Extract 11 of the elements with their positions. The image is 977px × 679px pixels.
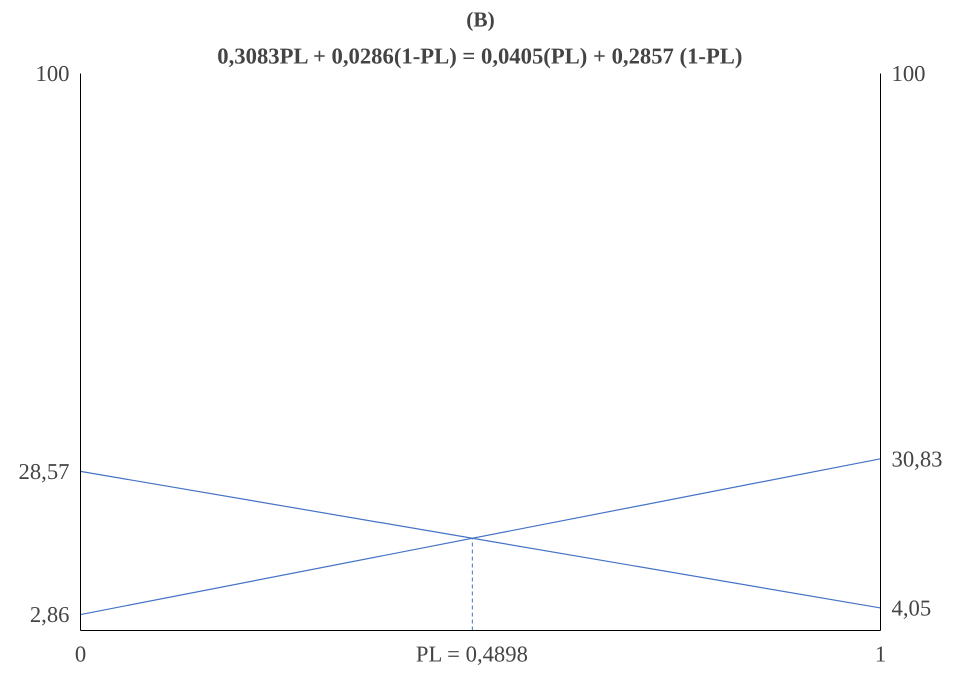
y-tick-label: 2,86 <box>30 602 70 628</box>
x-tick-label: 1 <box>874 642 886 666</box>
y2-tick-label: 4,05 <box>892 595 932 620</box>
x-tick-label: 0 <box>74 642 86 666</box>
chart-subtitle: 0,3083PL + 0,0286(1-PL) = 0,0405(PL) + 0,2857 (1-PL) <box>217 44 742 68</box>
x-tick-label: PL = 0,4898 <box>416 642 528 666</box>
y2-tick-label: 100 <box>892 61 926 86</box>
y2-tick-label: 30,83 <box>892 446 942 472</box>
chart-title: (B) <box>466 8 495 32</box>
y-tick-label: 28,57 <box>18 458 70 484</box>
y-tick-label: 100 <box>36 61 70 86</box>
